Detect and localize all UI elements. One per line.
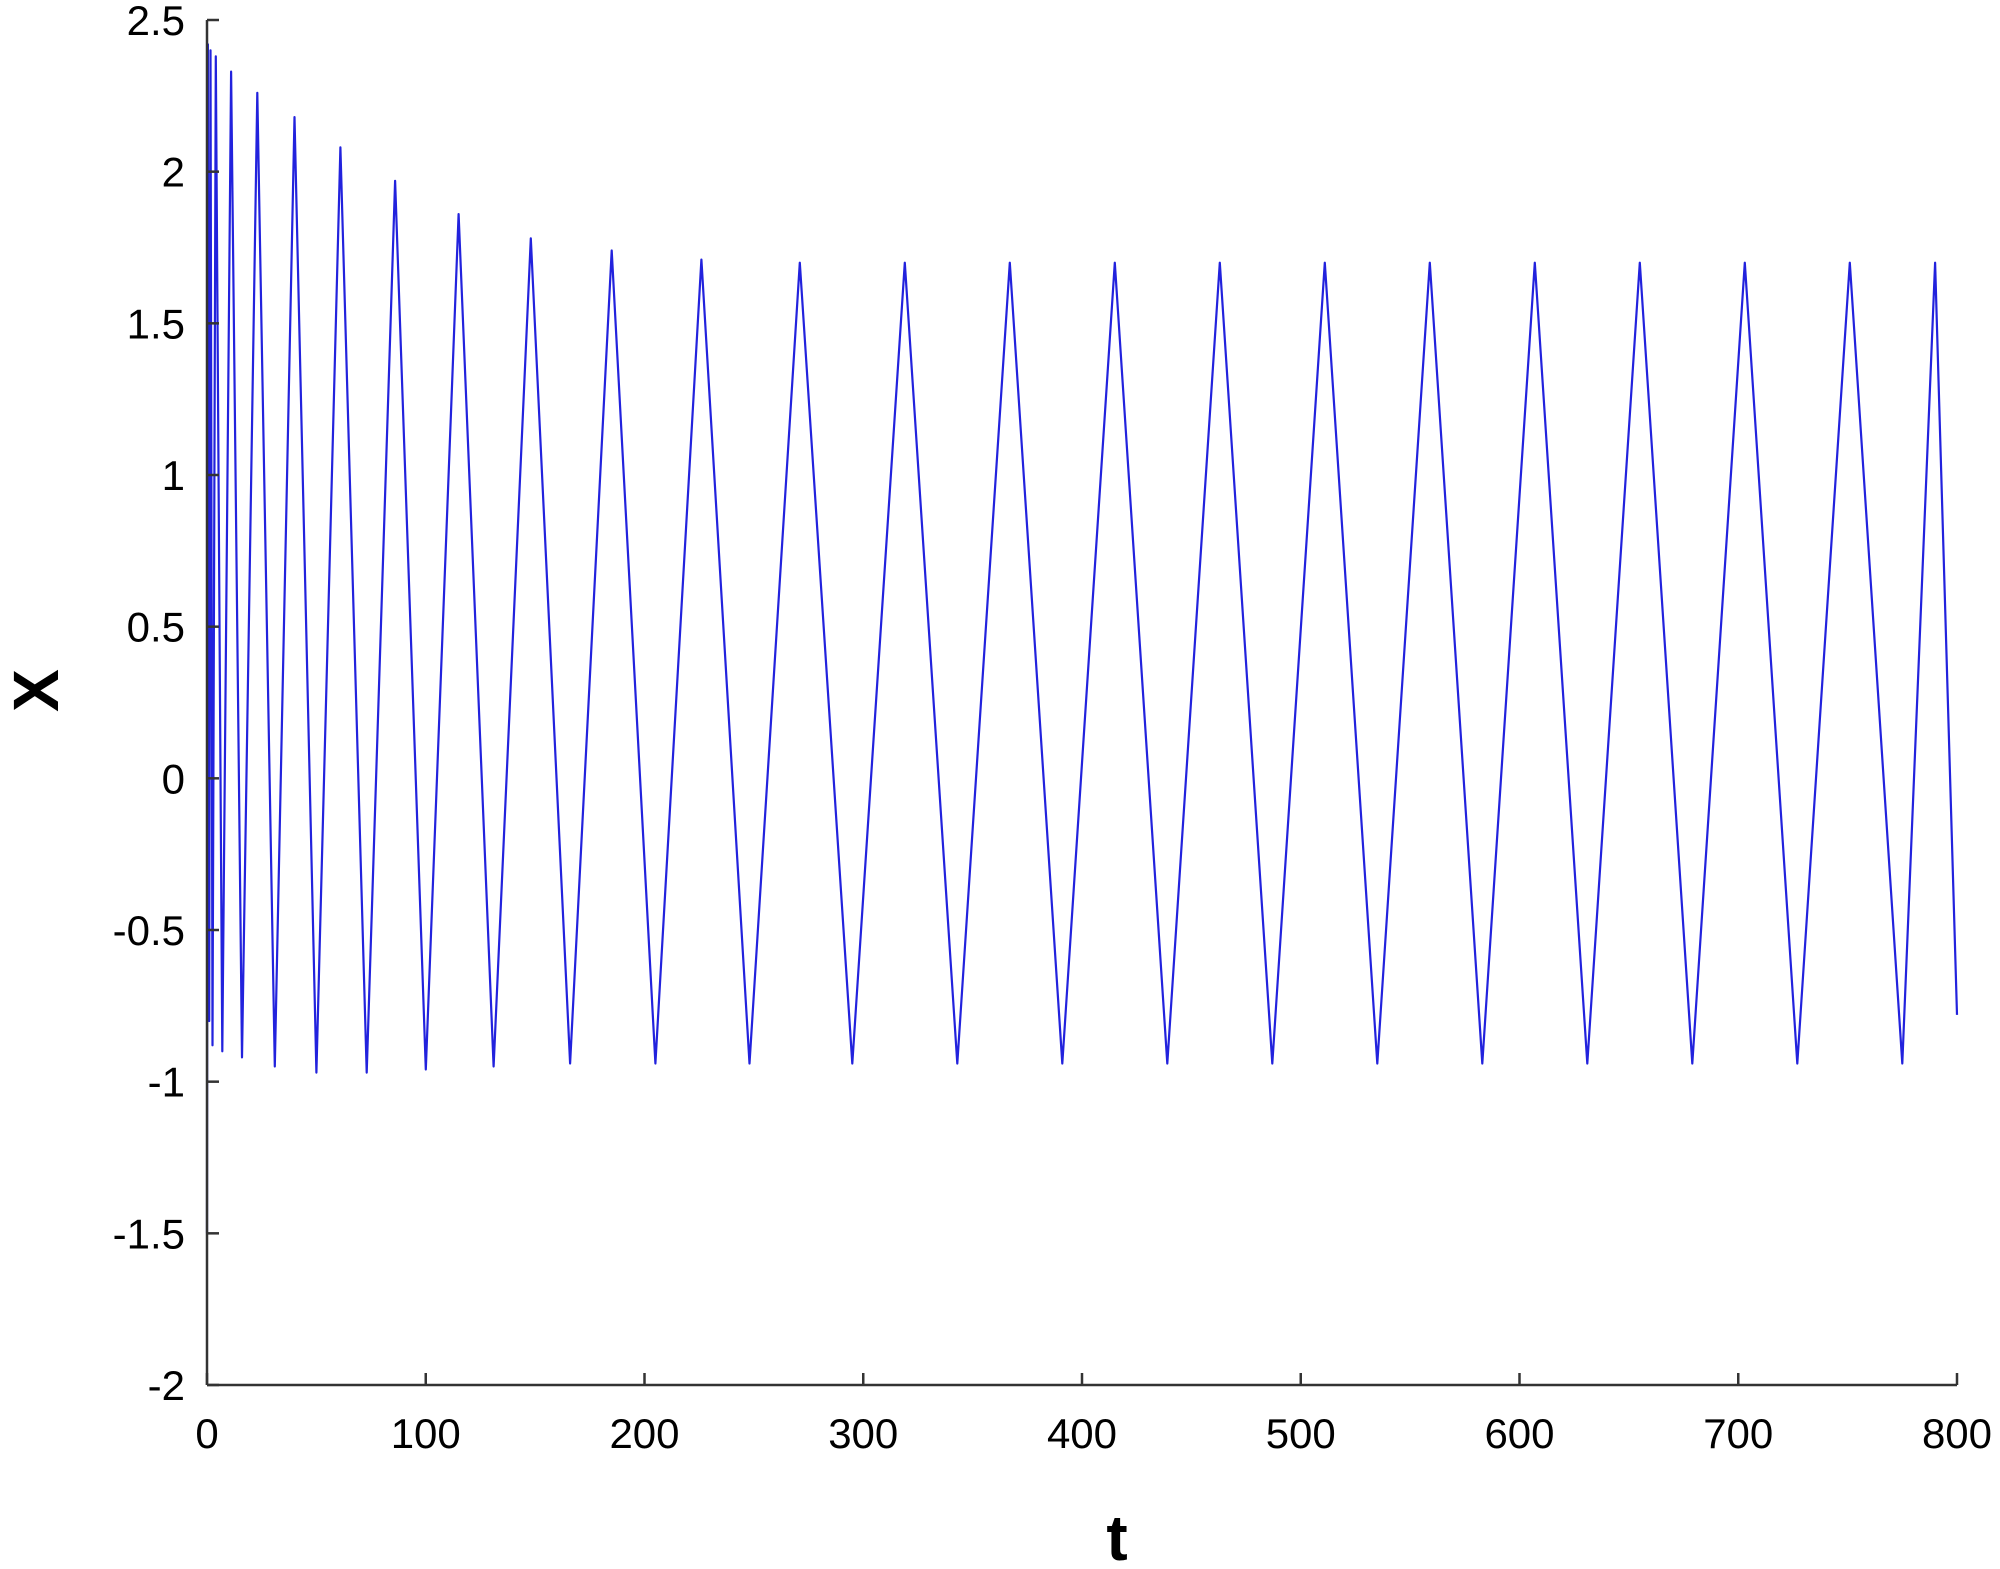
x-tick-label: 700 bbox=[1703, 1410, 1773, 1457]
x-tick-label: 400 bbox=[1047, 1410, 1117, 1457]
y-axis-title: X bbox=[0, 669, 72, 712]
y-tick-label: 0.5 bbox=[127, 604, 185, 651]
y-tick-label: 1 bbox=[162, 452, 185, 499]
y-tick-label: -1.5 bbox=[113, 1210, 185, 1257]
y-tick-label: 2 bbox=[162, 149, 185, 196]
x-tick-label: 500 bbox=[1266, 1410, 1336, 1457]
series-line bbox=[205, 43, 1959, 1234]
y-tick-label: 1.5 bbox=[127, 300, 185, 347]
y-tick-label: -1 bbox=[148, 1059, 185, 1106]
x-tick-label: 800 bbox=[1922, 1410, 1992, 1457]
x-tick-label: 0 bbox=[195, 1410, 218, 1457]
x-ticks: 0 100 200 300 400 500 600 700 800 bbox=[195, 1373, 1992, 1457]
y-ticks: -2 -1.5 -1 -0.5 0 0.5 1 1.5 2 2.5 bbox=[113, 0, 219, 1409]
y-tick-label: 0 bbox=[162, 755, 185, 802]
x-tick-label: 100 bbox=[391, 1410, 461, 1457]
y-tick-label: 2.5 bbox=[127, 0, 185, 44]
x-axis-title: t bbox=[1106, 1502, 1127, 1569]
y-tick-label: -2 bbox=[148, 1362, 185, 1409]
x-tick-label: 200 bbox=[609, 1410, 679, 1457]
x-tick-label: 300 bbox=[828, 1410, 898, 1457]
x-tick-label: 600 bbox=[1484, 1410, 1554, 1457]
y-tick-label: -0.5 bbox=[113, 907, 185, 954]
